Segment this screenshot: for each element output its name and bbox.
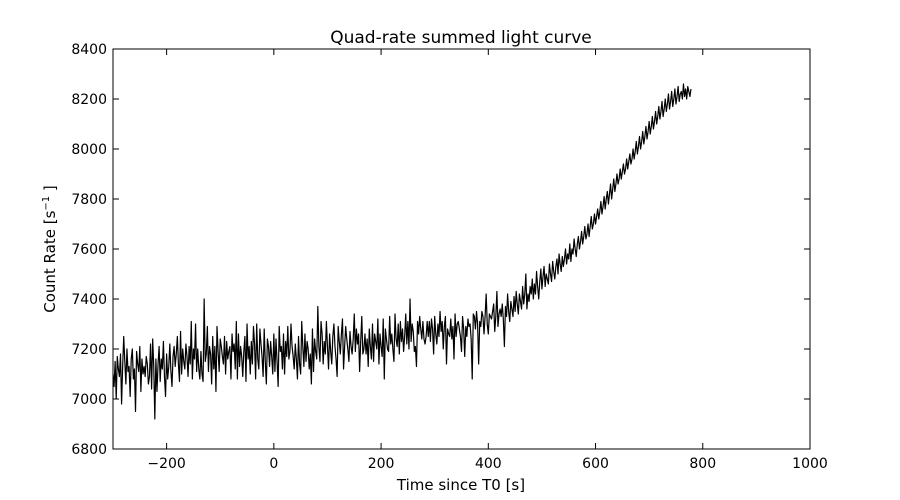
data-layer — [112, 83, 692, 420]
y-tick-label: 7800 — [71, 192, 107, 208]
y-axis-title: Count Rate [s−1 ] — [41, 185, 59, 313]
y-axis-title-superscript: −1 — [41, 196, 52, 211]
x-tick-label: 200 — [368, 456, 395, 472]
x-axis-title: Time since T0 [s] — [396, 476, 525, 494]
y-axis-title-main: Count Rate [s — [41, 210, 59, 312]
y-axis-title-end: ] — [41, 185, 59, 196]
x-tick-label: 600 — [582, 456, 609, 472]
x-tick-label: −200 — [147, 456, 185, 472]
y-tick-label: 7000 — [71, 392, 107, 408]
x-tick-label: 1000 — [792, 456, 828, 472]
x-tick-label: 400 — [475, 456, 502, 472]
y-tick-label: 8000 — [71, 142, 107, 158]
plot-frame — [112, 48, 811, 450]
y-tick-label: 7200 — [71, 342, 107, 358]
y-tick-label: 7600 — [71, 242, 107, 258]
y-tick-label: 7400 — [71, 292, 107, 308]
y-tick-label: 8200 — [71, 92, 107, 108]
y-tick-label: 6800 — [71, 442, 107, 458]
chart-title: Quad-rate summed light curve — [330, 28, 592, 48]
y-tick-label: 8400 — [71, 42, 107, 58]
axes-layer: −200 0 200 400 600 800 1000 6800 7000 7200 7400 760… — [71, 42, 827, 472]
x-tick-label: 800 — [689, 456, 716, 472]
series-line-0 — [112, 83, 692, 420]
x-tick-label: 0 — [269, 456, 278, 472]
